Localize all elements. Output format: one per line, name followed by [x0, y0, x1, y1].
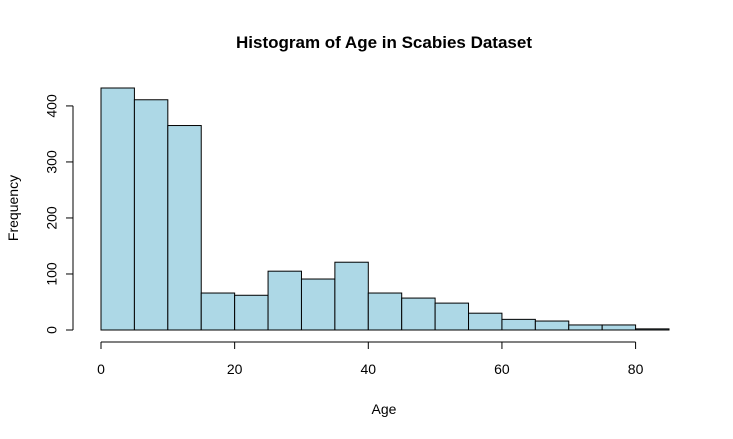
- histogram-bar-10-15: [167, 125, 202, 331]
- x-axis: 0 20 40 60 80: [97, 341, 644, 377]
- y-tick-label-0: 0: [44, 326, 60, 334]
- histogram-bar-80-85: [635, 328, 670, 331]
- y-tick-label-100: 100: [44, 262, 60, 286]
- bars-layer: [100, 87, 670, 331]
- histogram-bar-35-40: [334, 261, 369, 331]
- y-axis: 0 100 200 300 400: [44, 94, 74, 334]
- histogram-bar-70-75: [568, 324, 603, 331]
- histogram-bar-40-45: [367, 292, 403, 331]
- histogram-bar-20-25: [234, 294, 269, 331]
- histogram-bar-50-55: [434, 302, 470, 331]
- histogram-bar-60-65: [501, 318, 536, 331]
- y-tick-label-200: 200: [44, 206, 60, 230]
- y-axis-label: Frequency: [5, 175, 21, 241]
- histogram-bar-55-60: [468, 312, 503, 331]
- histogram-bar-5-10: [133, 99, 169, 331]
- histogram-bar-65-70: [534, 320, 570, 331]
- histogram-bar-25-30: [267, 270, 302, 331]
- x-axis-label: Age: [372, 401, 397, 417]
- histogram-bar-0-5: [100, 87, 135, 331]
- histogram-bar-45-50: [401, 297, 436, 331]
- x-tick-label-20: 20: [227, 361, 243, 377]
- x-tick-label-60: 60: [494, 361, 510, 377]
- x-tick-label-80: 80: [628, 361, 644, 377]
- y-tick-label-400: 400: [44, 94, 60, 118]
- chart-title: Histogram of Age in Scabies Dataset: [236, 33, 532, 52]
- histogram-bar-15-20: [200, 292, 236, 331]
- y-tick-label-300: 300: [44, 150, 60, 174]
- histogram-bar-75-80: [601, 324, 637, 331]
- x-tick-label-40: 40: [361, 361, 377, 377]
- histogram-bar-30-35: [300, 278, 336, 331]
- x-tick-label-0: 0: [97, 361, 105, 377]
